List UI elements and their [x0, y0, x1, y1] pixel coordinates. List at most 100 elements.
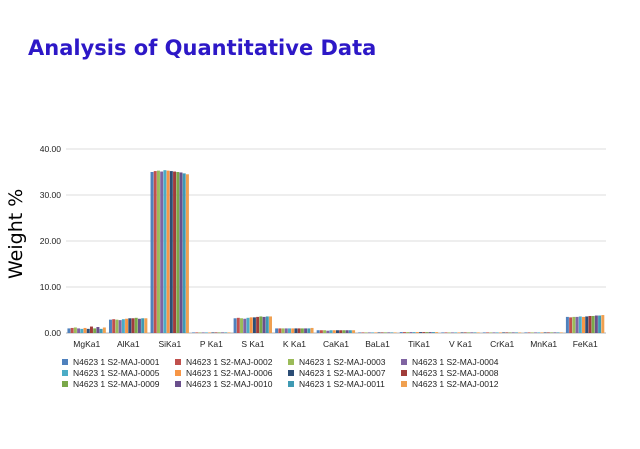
legend-swatch	[288, 369, 294, 376]
bar	[527, 332, 531, 333]
bar	[511, 332, 515, 333]
bar	[208, 332, 212, 333]
bar	[390, 332, 394, 333]
slide-title: Analysis of Quantitative Data	[28, 36, 377, 60]
bar	[450, 332, 454, 333]
legend-label: N4623 1 S2-MAJ-0003	[299, 356, 386, 367]
bar	[93, 328, 97, 333]
bar	[288, 328, 291, 333]
bar	[249, 317, 253, 333]
bar	[582, 316, 585, 333]
legend-item: N4623 1 S2-MAJ-0002	[175, 356, 288, 367]
bar	[70, 327, 74, 333]
bar	[345, 330, 349, 333]
bar	[543, 332, 547, 333]
bar	[588, 315, 592, 333]
bar	[99, 328, 103, 333]
bar	[492, 332, 496, 333]
bar	[565, 316, 569, 333]
bar	[118, 320, 122, 333]
bar	[515, 332, 518, 333]
bar	[556, 332, 560, 333]
legend-item: N4623 1 S2-MAJ-0010	[175, 378, 288, 389]
bar	[559, 332, 563, 333]
bar	[601, 315, 605, 333]
bar	[329, 330, 333, 333]
bar	[67, 328, 71, 333]
bar	[594, 315, 598, 333]
bar	[243, 318, 247, 333]
bar	[364, 332, 368, 333]
bar	[412, 332, 416, 333]
bar	[252, 317, 256, 333]
bar	[217, 332, 221, 333]
bar	[169, 171, 173, 333]
bar	[352, 330, 356, 333]
bar	[192, 332, 196, 333]
bar	[422, 332, 426, 333]
bar	[447, 332, 451, 333]
bar	[150, 172, 154, 333]
x-tick-label: TiKa1	[408, 339, 430, 349]
x-tick-label: SiKa1	[159, 339, 182, 349]
bar	[198, 332, 202, 333]
x-tick-label: K Ka1	[283, 339, 306, 349]
bar	[336, 330, 339, 333]
legend-label: N4623 1 S2-MAJ-0005	[73, 367, 160, 378]
bar	[419, 332, 423, 333]
bar	[467, 332, 471, 333]
bar	[482, 332, 486, 333]
bar	[128, 318, 132, 333]
bar	[96, 327, 100, 333]
bar	[371, 332, 375, 333]
legend-item: N4623 1 S2-MAJ-0011	[288, 378, 401, 389]
bar	[486, 332, 490, 333]
bar	[300, 328, 304, 333]
bar	[470, 332, 474, 333]
bar	[572, 316, 576, 333]
bar	[173, 171, 177, 333]
bar	[444, 332, 448, 333]
bar	[598, 315, 602, 333]
bar	[534, 332, 538, 333]
bar	[294, 328, 298, 333]
bar	[246, 317, 250, 333]
x-tick-label: BaLa1	[365, 339, 390, 349]
legend-label: N4623 1 S2-MAJ-0002	[186, 356, 273, 367]
bar	[256, 316, 260, 333]
bar	[259, 316, 263, 333]
bar	[108, 319, 112, 333]
bar	[125, 318, 129, 333]
bar	[201, 332, 205, 333]
y-tick-label: 10.00	[40, 282, 62, 292]
bar	[211, 332, 215, 333]
bar	[387, 332, 391, 333]
bar	[89, 326, 93, 333]
legend-item: N4623 1 S2-MAJ-0006	[175, 367, 288, 378]
bar	[425, 332, 429, 333]
bar	[204, 332, 208, 333]
bar	[307, 328, 311, 333]
x-tick-label: MnKa1	[530, 339, 557, 349]
bar	[524, 332, 528, 333]
bar	[553, 332, 557, 333]
legend-swatch	[175, 358, 181, 365]
bar	[297, 328, 301, 333]
bar	[86, 328, 90, 333]
bar	[591, 315, 595, 333]
bar	[342, 330, 346, 333]
bar	[240, 318, 244, 333]
x-tick-label: FeKa1	[573, 339, 598, 349]
bar	[73, 327, 77, 333]
bar	[278, 328, 282, 333]
bar	[428, 332, 432, 333]
bar	[495, 332, 499, 333]
bar	[166, 170, 170, 333]
legend-swatch	[62, 369, 68, 376]
bar	[578, 316, 582, 333]
legend-item: N4623 1 S2-MAJ-0012	[401, 378, 514, 389]
legend-swatch	[62, 358, 68, 365]
bar	[275, 328, 279, 333]
bar	[361, 332, 365, 333]
